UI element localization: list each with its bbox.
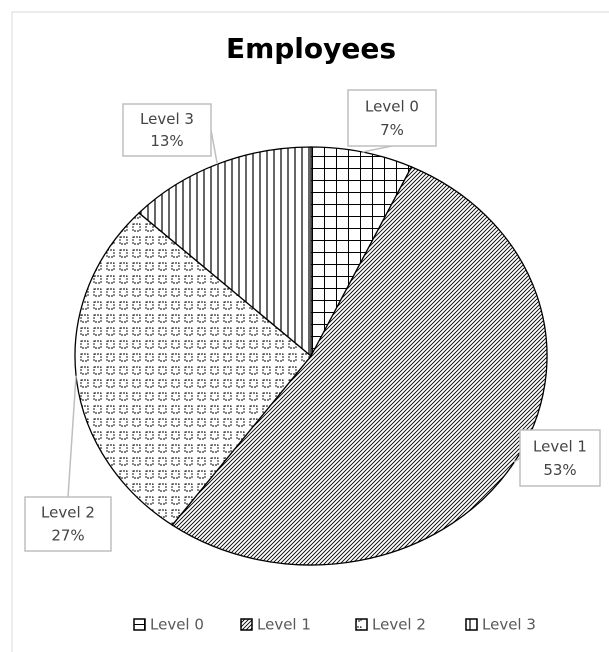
label-value: 7%	[380, 121, 404, 139]
leader-line	[67, 375, 77, 498]
data-labels: Level 0 7% Level 1 53% Level 2 27% Level 3 13%	[24, 89, 601, 552]
pie-slice	[310, 146, 413, 357]
chart-title: Employees	[226, 32, 396, 65]
label-box	[519, 429, 601, 487]
label-category: Level 3	[140, 110, 194, 128]
legend: Level 0 Level 1 Level 2 Level 3	[133, 616, 536, 634]
label-box	[347, 89, 437, 147]
pie-slice	[171, 166, 548, 566]
pie	[74, 146, 548, 566]
legend-label: Level 0	[150, 616, 204, 634]
legend-swatch	[240, 618, 253, 631]
label-value: 53%	[543, 461, 576, 479]
legend-label: Level 3	[482, 616, 536, 634]
leader-line	[513, 457, 521, 463]
leader-line	[210, 129, 219, 165]
legend-swatch	[355, 618, 368, 631]
label-box	[122, 103, 212, 157]
label-category: Level 2	[41, 504, 95, 522]
legend-label: Level 2	[372, 616, 426, 634]
label-category: Level 0	[365, 97, 419, 115]
label-box	[24, 496, 112, 552]
label-category: Level 1	[533, 437, 587, 455]
legend-swatch	[133, 618, 146, 631]
leader-line	[362, 145, 393, 153]
label-value: 13%	[150, 132, 183, 150]
legend-label: Level 1	[257, 616, 311, 634]
legend-swatch	[465, 618, 478, 631]
pie-slice	[137, 146, 312, 358]
label-value: 27%	[51, 526, 84, 544]
